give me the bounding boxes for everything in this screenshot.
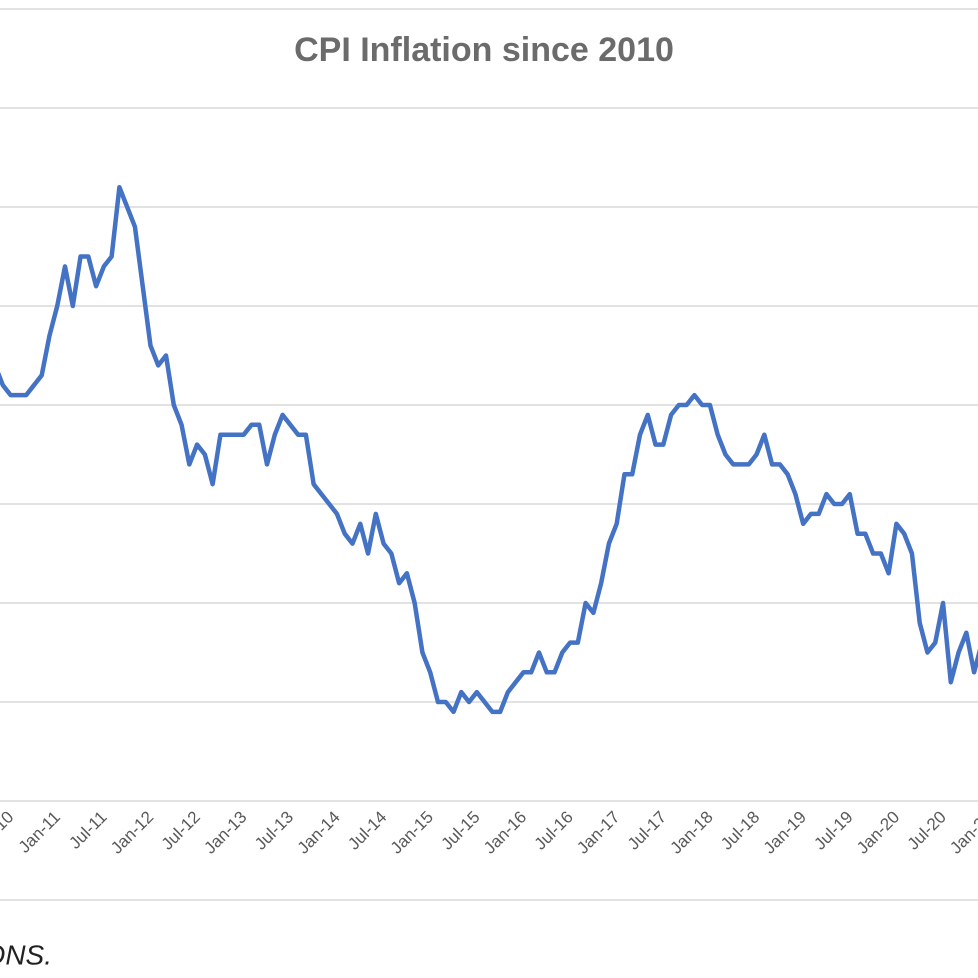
x-tick-label: Jan-16 [480, 807, 530, 857]
x-tick-label: Jan-15 [387, 807, 437, 857]
data-line [0, 184, 978, 715]
x-tick-label: Jan-20 [853, 807, 903, 857]
x-tick-label: Jan-13 [200, 807, 250, 857]
x-tick-label: Jul-12 [158, 807, 204, 853]
x-tick-label: Jan-17 [573, 807, 623, 857]
x-tick-label: Jul-20 [904, 807, 950, 853]
x-tick-label: Jul-18 [717, 807, 763, 853]
source-note: Source: ONS. [0, 939, 52, 970]
x-tick-label: Jan-11 [15, 807, 64, 856]
x-tick-label: Jul-15 [437, 807, 483, 853]
x-tick-label: Jan-21 [946, 807, 978, 857]
x-tick-label: Jan-18 [667, 807, 717, 857]
x-tick-label: Jul-19 [810, 807, 856, 853]
x-tick-label: Jul-13 [251, 807, 297, 853]
x-tick-label: Jan-14 [294, 807, 344, 857]
x-tick-label: Jul-11 [65, 807, 110, 852]
x-tick-label: Jul-10 [0, 807, 17, 853]
x-tick-label: Jan-19 [760, 807, 810, 857]
x-tick-label: Jul-14 [344, 807, 390, 853]
chart-title: CPI Inflation since 2010 [294, 31, 674, 69]
x-tick-label: Jan-12 [107, 807, 157, 857]
x-tick-label: Jul-17 [624, 807, 670, 853]
x-tick-label: Jul-16 [531, 807, 577, 853]
